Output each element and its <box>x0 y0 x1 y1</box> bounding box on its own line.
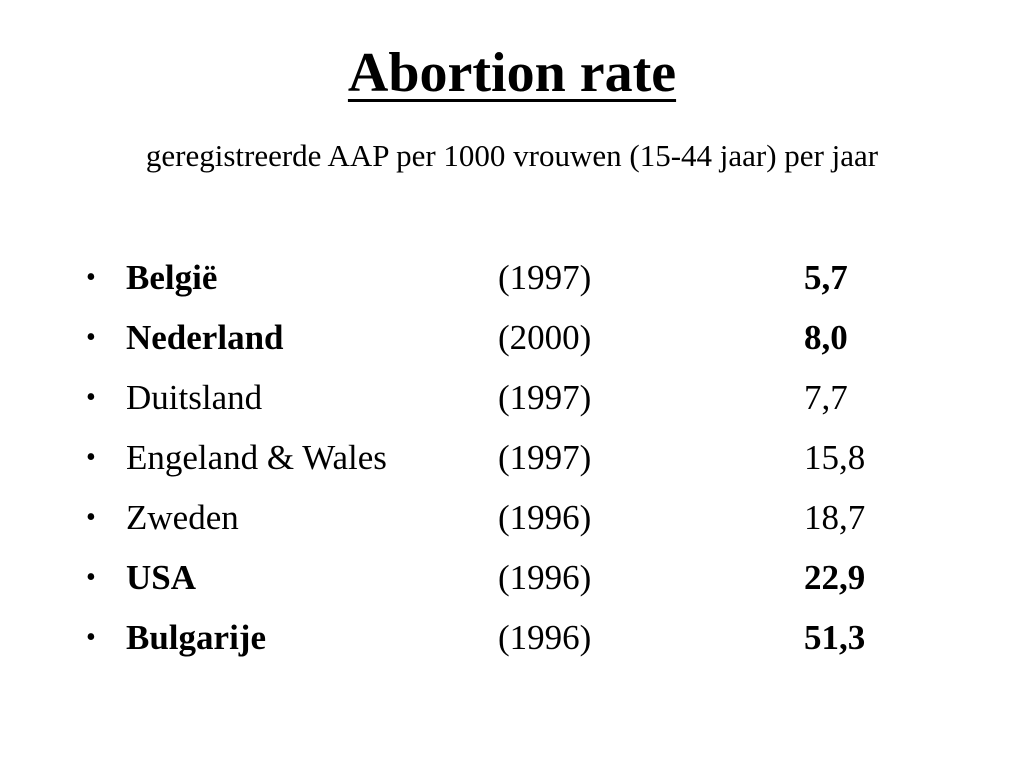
year: (1996) <box>498 498 592 537</box>
bullet-icon: • <box>86 382 96 413</box>
year: (1997) <box>498 258 592 297</box>
list-item: • Engeland & Wales (1997) 15,8 <box>86 428 986 488</box>
abortion-rate-list: • België (1997) 5,7 • Nederland (2000) 8… <box>86 248 986 668</box>
list-item: • België (1997) 5,7 <box>86 248 986 308</box>
list-item: • Duitsland (1997) 7,7 <box>86 368 986 428</box>
country-name: Bulgarije <box>126 618 266 657</box>
year: (1997) <box>498 438 592 477</box>
bullet-icon: • <box>86 262 96 293</box>
country-name: Zweden <box>126 498 239 537</box>
rate-value: 22,9 <box>804 558 866 597</box>
slide-title-text: Abortion rate <box>347 42 677 104</box>
country-name: Engeland & Wales <box>126 438 387 477</box>
year: (1996) <box>498 618 592 657</box>
list-item: • Nederland (2000) 8,0 <box>86 308 986 368</box>
year: (2000) <box>498 318 592 357</box>
year: (1997) <box>498 378 592 417</box>
slide-subtitle: geregistreerde AAP per 1000 vrouwen (15-… <box>145 138 879 173</box>
bullet-icon: • <box>86 502 96 533</box>
rate-value: 15,8 <box>804 438 866 477</box>
year: (1996) <box>498 558 592 597</box>
list-item: • Bulgarije (1996) 51,3 <box>86 608 986 668</box>
bullet-icon: • <box>86 622 96 653</box>
slide-title: Abortion rate <box>0 38 1024 108</box>
rate-value: 18,7 <box>804 498 866 537</box>
rate-value: 7,7 <box>804 378 848 417</box>
list-item: • Zweden (1996) 18,7 <box>86 488 986 548</box>
bullet-icon: • <box>86 562 96 593</box>
rate-value: 5,7 <box>804 258 848 297</box>
country-name: Nederland <box>126 318 284 357</box>
bullet-icon: • <box>86 442 96 473</box>
rate-value: 8,0 <box>804 318 848 357</box>
country-name: Duitsland <box>126 378 263 417</box>
rate-value: 51,3 <box>804 618 866 657</box>
list-item: • USA (1996) 22,9 <box>86 548 986 608</box>
bullet-icon: • <box>86 322 96 353</box>
country-name: België <box>126 258 218 297</box>
country-name: USA <box>126 558 197 597</box>
